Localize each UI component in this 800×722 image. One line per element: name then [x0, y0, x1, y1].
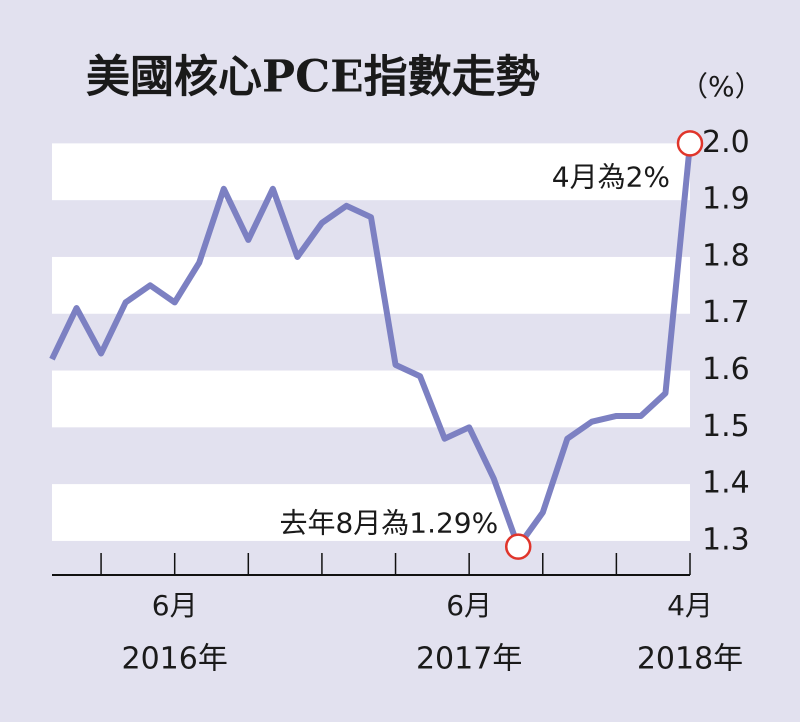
y-tick-label: 1.6: [702, 352, 750, 387]
y-tick-label: 1.3: [702, 522, 750, 557]
line: [49, 143, 693, 550]
chart-title: 美國核心PCE指數走勢: [86, 52, 540, 103]
band: [52, 256, 690, 314]
annotation: 去年8月為1.29%: [279, 507, 498, 540]
x-tick-label: 6月: [152, 589, 198, 622]
y-tick-label: 1.8: [702, 238, 750, 273]
band: [52, 484, 690, 541]
y-tick-label: 1.4: [702, 466, 750, 501]
unit-label: （%）: [680, 70, 763, 103]
y-tick-label: 1.5: [702, 409, 750, 444]
x-tick-label: 4月: [667, 589, 713, 622]
annotation: 4月為2%: [552, 160, 670, 193]
band: [52, 370, 690, 428]
y-tick-label: 2.0: [702, 125, 750, 160]
x-year-label: 2016年: [122, 642, 228, 677]
x-year-label: 2017年: [416, 642, 522, 677]
marker: [504, 533, 532, 560]
x-tick-label: 6月: [446, 589, 492, 622]
y-tick-label: 1.9: [702, 182, 750, 217]
x-year-label: 2018年: [637, 642, 743, 677]
y-tick-label: 1.7: [702, 295, 750, 330]
marker: [676, 130, 704, 157]
band: [52, 143, 690, 201]
